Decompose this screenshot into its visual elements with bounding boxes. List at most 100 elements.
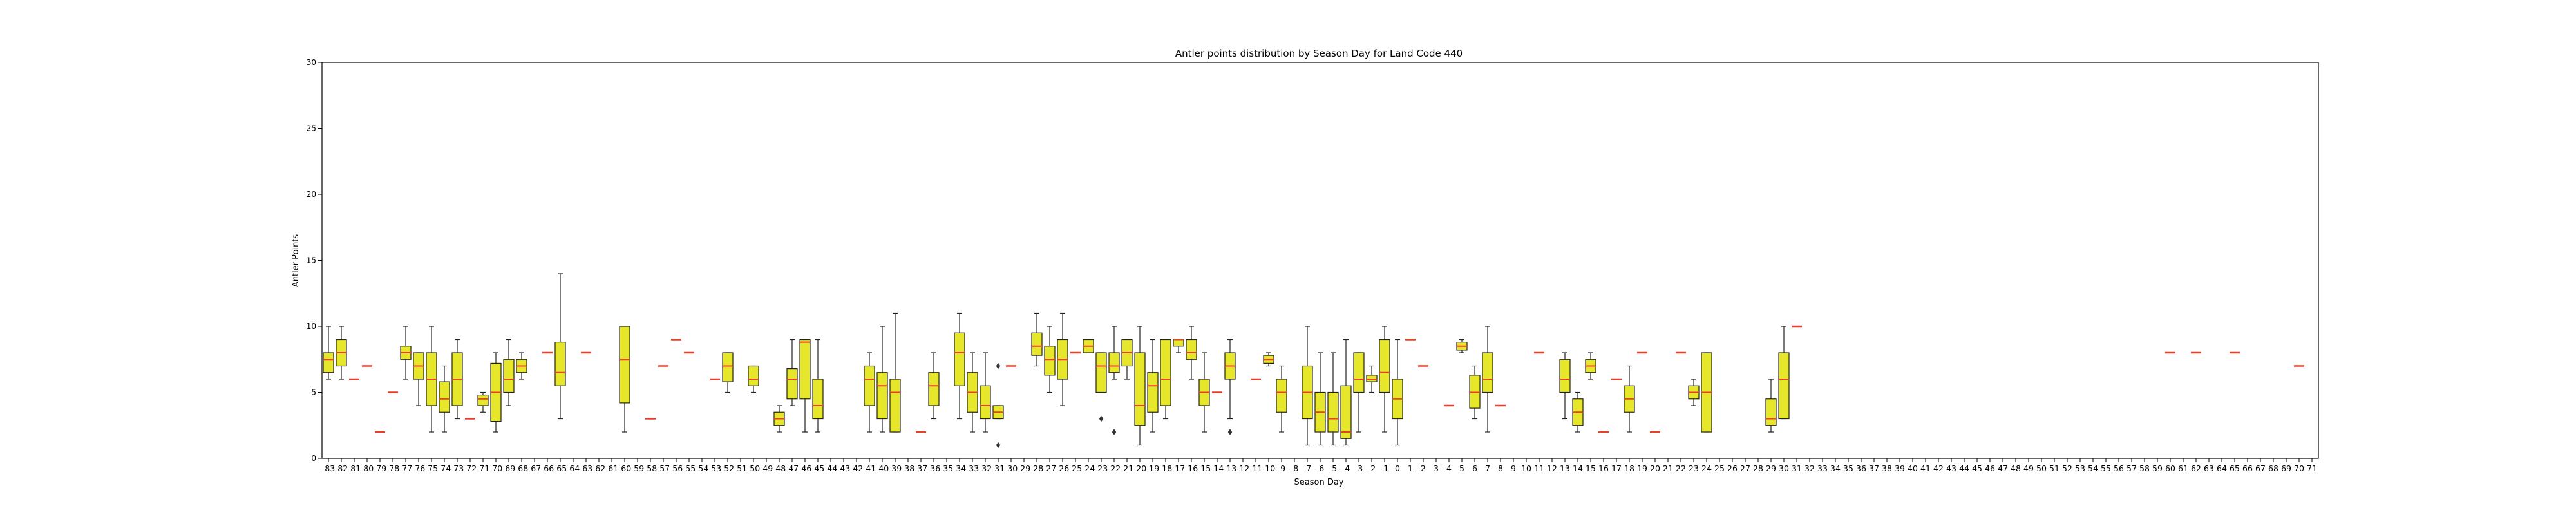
x-tick-label: 65: [2230, 464, 2240, 473]
box-group: [1482, 326, 1493, 433]
x-tick-label: 39: [1895, 464, 1905, 473]
x-tick-label: -73: [451, 464, 464, 473]
x-tick-label: 18: [1624, 464, 1634, 473]
box-group: [1379, 326, 1390, 433]
x-tick-label: 52: [2062, 464, 2072, 473]
x-tick-label: 53: [2075, 464, 2085, 473]
box-group: [439, 365, 450, 433]
x-tick-label: 25: [1714, 464, 1725, 473]
chart-marks: [323, 273, 2304, 449]
box-iqr: [748, 365, 759, 386]
box-iqr: [1469, 375, 1481, 409]
box-group: [864, 352, 875, 433]
box-iqr: [980, 385, 991, 420]
flier-point: [1099, 415, 1104, 422]
x-tick-label: -43: [837, 464, 850, 473]
x-tick-label: -75: [425, 464, 438, 473]
y-tick-label: 20: [307, 190, 316, 199]
x-tick-label: -21: [1121, 464, 1133, 473]
x-tick-label: 6: [1472, 464, 1477, 473]
box-group: [1366, 365, 1378, 393]
box-iqr: [1778, 352, 1790, 420]
x-tick-label: 29: [1766, 464, 1776, 473]
x-tick-label: -22: [1108, 464, 1121, 473]
x-tick-label: 46: [1985, 464, 1995, 473]
x-tick-label: -39: [889, 464, 902, 473]
x-tick-label: -41: [863, 464, 876, 473]
x-tick-label: -18: [1159, 464, 1172, 473]
x-tick-label: -2: [1368, 464, 1376, 473]
box-iqr: [1031, 332, 1043, 356]
x-tick-label: 0: [1395, 464, 1400, 473]
x-tick-label: -58: [644, 464, 657, 473]
x-tick-label: 45: [1972, 464, 1982, 473]
box-group: [1302, 326, 1313, 446]
box-iqr: [1044, 346, 1056, 376]
x-tick-label: 35: [1843, 464, 1853, 473]
box-group: [1108, 326, 1120, 435]
box-iqr: [1160, 339, 1171, 406]
flier-point: [1227, 429, 1233, 435]
x-tick-label: -48: [773, 464, 786, 473]
x-tick-label: 66: [2242, 464, 2253, 473]
x-tick-label: 55: [2101, 464, 2111, 473]
x-tick-label: -9: [1278, 464, 1286, 473]
x-tick-label: 30: [1779, 464, 1789, 473]
x-tick-label: 22: [1676, 464, 1686, 473]
box-iqr: [876, 372, 888, 420]
x-tick-label: -53: [708, 464, 721, 473]
box-group: [1701, 352, 1712, 433]
box-group: [773, 405, 785, 433]
x-tick-label: 47: [1998, 464, 2008, 473]
x-tick-label: 56: [2114, 464, 2124, 473]
x-tick-label: -20: [1133, 464, 1146, 473]
x-tick-label: 2: [1421, 464, 1426, 473]
box-iqr: [1186, 339, 1197, 360]
x-tick-label: -37: [914, 464, 927, 473]
box-group: [967, 352, 978, 433]
box-group: [1340, 339, 1352, 446]
box-group: [554, 273, 566, 420]
x-tick-label: -57: [657, 464, 670, 473]
box-iqr: [1327, 391, 1339, 433]
x-tick-label: -61: [605, 464, 618, 473]
box-group: [1572, 391, 1584, 433]
x-tick-label: -62: [592, 464, 605, 473]
flier-point: [996, 442, 1001, 449]
y-tick-label: 25: [307, 124, 316, 133]
x-tick-label: 34: [1830, 464, 1841, 473]
box-group: [477, 391, 489, 413]
x-tick-label: -67: [528, 464, 541, 473]
x-tick-label: 7: [1485, 464, 1490, 473]
box-group: [1057, 312, 1068, 406]
x-tick-label: -76: [412, 464, 425, 473]
box-group: [1044, 326, 1056, 393]
x-tick-label: -69: [502, 464, 515, 473]
x-tick-label: -81: [348, 464, 361, 473]
box-group: [992, 362, 1004, 449]
x-tick-label: -59: [631, 464, 644, 473]
box-iqr: [954, 332, 965, 386]
box-group: [1276, 365, 1287, 433]
x-tick-label: -55: [683, 464, 696, 473]
x-tick-label: 50: [2036, 464, 2047, 473]
box-group: [1392, 339, 1403, 446]
x-tick-label: -79: [374, 464, 386, 473]
x-tick-label: 67: [2255, 464, 2266, 473]
x-tick-label: -31: [992, 464, 1005, 473]
x-tick-label: 19: [1637, 464, 1647, 473]
box-group: [1327, 352, 1339, 446]
box-group: [1147, 339, 1159, 433]
box-group: [722, 352, 734, 393]
x-tick-label: -10: [1262, 464, 1275, 473]
x-tick-label: 23: [1689, 464, 1699, 473]
box-iqr: [722, 352, 734, 382]
x-tick-label: 43: [1946, 464, 1956, 473]
y-tick-label: 0: [311, 454, 316, 463]
x-tick-label: -50: [747, 464, 760, 473]
box-group: [1198, 352, 1210, 433]
box-group: [928, 352, 940, 420]
x-tick-label: 21: [1663, 464, 1673, 473]
x-tick-label: -35: [940, 464, 953, 473]
x-tick-label: -11: [1249, 464, 1262, 473]
